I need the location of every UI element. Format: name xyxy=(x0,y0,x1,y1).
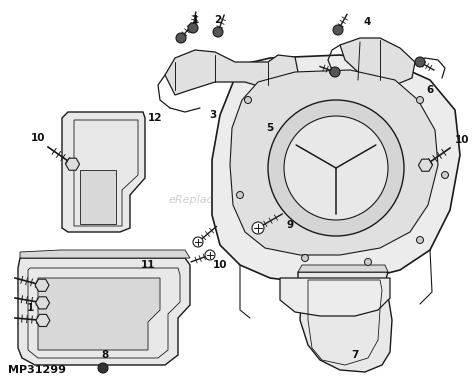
Circle shape xyxy=(176,33,186,43)
Text: 11: 11 xyxy=(141,260,155,270)
Polygon shape xyxy=(165,50,298,95)
Polygon shape xyxy=(298,272,392,372)
Polygon shape xyxy=(280,278,390,316)
Circle shape xyxy=(301,254,309,262)
Circle shape xyxy=(441,172,448,178)
Polygon shape xyxy=(65,158,80,170)
Text: 5: 5 xyxy=(266,123,273,133)
Polygon shape xyxy=(340,38,415,85)
Text: 7: 7 xyxy=(351,350,359,360)
Circle shape xyxy=(188,23,198,33)
Circle shape xyxy=(415,57,425,67)
Circle shape xyxy=(365,259,372,265)
Text: 1: 1 xyxy=(191,15,199,25)
Polygon shape xyxy=(62,112,145,232)
Text: 8: 8 xyxy=(101,350,109,360)
Circle shape xyxy=(268,100,404,236)
Circle shape xyxy=(417,97,423,103)
Circle shape xyxy=(330,67,340,77)
Text: 6: 6 xyxy=(427,85,434,95)
Text: 10: 10 xyxy=(31,133,45,143)
Circle shape xyxy=(193,237,203,247)
Polygon shape xyxy=(20,250,190,258)
Text: 10: 10 xyxy=(213,260,227,270)
Circle shape xyxy=(252,222,264,234)
Polygon shape xyxy=(35,279,49,291)
Polygon shape xyxy=(419,159,432,171)
Text: 3: 3 xyxy=(210,110,217,120)
Text: eReplacementParts.com: eReplacementParts.com xyxy=(169,195,305,205)
Polygon shape xyxy=(36,297,50,309)
Polygon shape xyxy=(230,70,438,255)
Polygon shape xyxy=(38,278,160,350)
Polygon shape xyxy=(80,170,116,224)
Circle shape xyxy=(284,116,388,220)
Text: 10: 10 xyxy=(455,135,469,145)
Text: 1: 1 xyxy=(27,303,34,313)
Circle shape xyxy=(213,27,223,37)
Circle shape xyxy=(333,25,343,35)
Circle shape xyxy=(98,363,108,373)
Text: 2: 2 xyxy=(214,15,222,25)
Text: 4: 4 xyxy=(363,17,371,27)
Text: 12: 12 xyxy=(148,113,162,123)
Polygon shape xyxy=(36,314,50,326)
Polygon shape xyxy=(212,55,460,283)
Circle shape xyxy=(237,192,244,198)
Text: MP31299: MP31299 xyxy=(8,365,66,375)
Polygon shape xyxy=(18,258,190,365)
Polygon shape xyxy=(298,265,388,272)
Circle shape xyxy=(417,236,423,244)
Text: 9: 9 xyxy=(286,220,293,230)
Circle shape xyxy=(205,250,215,260)
Circle shape xyxy=(245,97,252,103)
